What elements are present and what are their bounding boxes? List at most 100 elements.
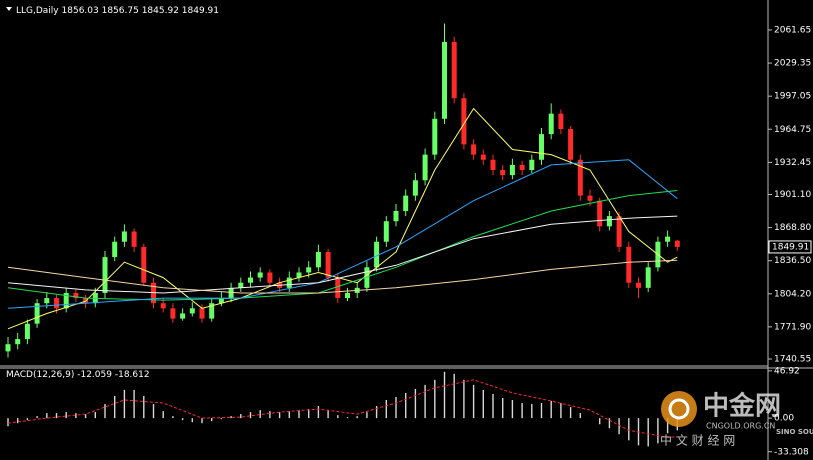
candle-body bbox=[189, 308, 195, 314]
candle-body bbox=[15, 339, 21, 345]
y-tick-label: 1997.05 bbox=[774, 92, 811, 102]
y-tick-label: 2029.35 bbox=[774, 59, 811, 69]
macd-value: -12.059 bbox=[77, 370, 112, 380]
candle-body bbox=[626, 246, 632, 283]
candle-body bbox=[218, 298, 224, 304]
candle-body bbox=[54, 298, 59, 309]
candle-body bbox=[577, 159, 583, 196]
macd-title: MACD(12,26,9) bbox=[6, 370, 74, 380]
candle-body bbox=[665, 236, 671, 242]
candle-body bbox=[286, 277, 292, 288]
logo-mark bbox=[668, 398, 690, 420]
open-value: 1856.03 bbox=[62, 6, 99, 16]
candle-body bbox=[422, 154, 428, 181]
candle-body bbox=[461, 98, 467, 145]
candle-body bbox=[509, 164, 515, 176]
candle-body bbox=[121, 231, 127, 242]
candle-body bbox=[44, 298, 50, 304]
y-tick-label: 0.00 bbox=[774, 414, 794, 424]
moving-average bbox=[7, 259, 678, 294]
candle-body bbox=[63, 292, 69, 309]
candle-body bbox=[296, 272, 302, 278]
low-value: 1845.92 bbox=[142, 6, 179, 16]
candle-body bbox=[539, 134, 544, 160]
y-tick-label: 1836.50 bbox=[774, 256, 811, 266]
watermark-tagline: 中 文 财 经 网 bbox=[660, 433, 735, 448]
moving-average bbox=[7, 107, 678, 330]
y-tick-label: 1740.55 bbox=[774, 355, 811, 365]
y-tick-label: 1868.80 bbox=[774, 223, 811, 233]
candle-body bbox=[548, 113, 554, 135]
candle-body bbox=[209, 303, 215, 319]
candle-body bbox=[112, 241, 118, 258]
candle-body bbox=[325, 251, 331, 278]
y-tick-label: 1804.20 bbox=[774, 289, 811, 299]
candle-body bbox=[568, 129, 574, 160]
y-tick-label: 46.92 bbox=[774, 366, 800, 376]
y-tick-label: 1901.10 bbox=[774, 190, 811, 200]
candle-body bbox=[529, 159, 535, 170]
signal-value: -18.612 bbox=[115, 370, 150, 380]
candle-body bbox=[383, 221, 389, 242]
macd-header: MACD(12,26,9) -12.059 -18.612 bbox=[6, 370, 150, 380]
watermark-brand: SINO SOUND bbox=[776, 428, 813, 436]
candle-body bbox=[5, 344, 11, 352]
y-tick-label: 2061.65 bbox=[774, 25, 811, 35]
symbol: LLG,Daily bbox=[16, 6, 59, 16]
candle-body bbox=[636, 282, 641, 288]
candle-body bbox=[170, 308, 176, 319]
candle-body bbox=[73, 292, 79, 299]
candle-body bbox=[412, 180, 418, 196]
candle-body bbox=[141, 246, 147, 283]
candle-body bbox=[432, 118, 438, 155]
candle-body bbox=[451, 41, 457, 99]
candle-body bbox=[238, 282, 244, 288]
y-tick-label: 1964.75 bbox=[774, 125, 811, 135]
moving-average bbox=[7, 190, 678, 301]
candle-body bbox=[674, 240, 680, 247]
candle-body bbox=[597, 200, 603, 227]
y-tick-label: -33.308 bbox=[774, 447, 809, 457]
candle-body bbox=[442, 41, 447, 119]
moving-average bbox=[7, 215, 678, 294]
candle-body bbox=[606, 216, 612, 227]
candle-body bbox=[587, 195, 593, 201]
candle-body bbox=[199, 308, 205, 319]
candle-body bbox=[180, 313, 186, 319]
candle-body bbox=[248, 277, 253, 283]
logo-circle bbox=[661, 391, 697, 427]
watermark-site: CNGOLD.ORG.CN bbox=[706, 422, 775, 431]
candle-body bbox=[34, 303, 40, 324]
candle-body bbox=[345, 292, 350, 299]
candle-body bbox=[364, 267, 370, 288]
candle-body bbox=[616, 216, 622, 247]
candle-body bbox=[393, 210, 399, 222]
candle-body bbox=[257, 272, 263, 278]
watermark: 中金网 CNGOLD.ORG.CN 中 文 财 经 网 SINO SOUND bbox=[660, 391, 813, 448]
plot-layer bbox=[5, 23, 680, 447]
candle-body bbox=[131, 231, 137, 247]
candle-body bbox=[267, 272, 273, 283]
candle-body bbox=[374, 241, 380, 268]
candle-body bbox=[24, 323, 30, 340]
candle-body bbox=[315, 251, 321, 268]
signal-line bbox=[7, 379, 678, 438]
moving-average bbox=[7, 159, 678, 309]
menu-arrow[interactable] bbox=[6, 7, 12, 11]
candle-body bbox=[403, 195, 409, 211]
watermark-logo: 中金网 bbox=[703, 391, 781, 422]
high-value: 1856.75 bbox=[102, 6, 139, 16]
candle-body bbox=[645, 267, 651, 288]
candle-body bbox=[306, 267, 312, 273]
price-label-box bbox=[768, 240, 812, 254]
candle-body bbox=[500, 169, 506, 176]
chart-header: LLG,Daily 1856.03 1856.75 1845.92 1849.9… bbox=[16, 6, 219, 16]
candle-body bbox=[558, 113, 564, 130]
candle-body bbox=[228, 287, 234, 299]
y-tick-label: 1932.45 bbox=[774, 158, 811, 168]
candle-body bbox=[335, 277, 341, 299]
candle-body bbox=[480, 154, 486, 160]
close-value: 1849.91 bbox=[182, 6, 219, 16]
candle-body bbox=[102, 257, 108, 293]
